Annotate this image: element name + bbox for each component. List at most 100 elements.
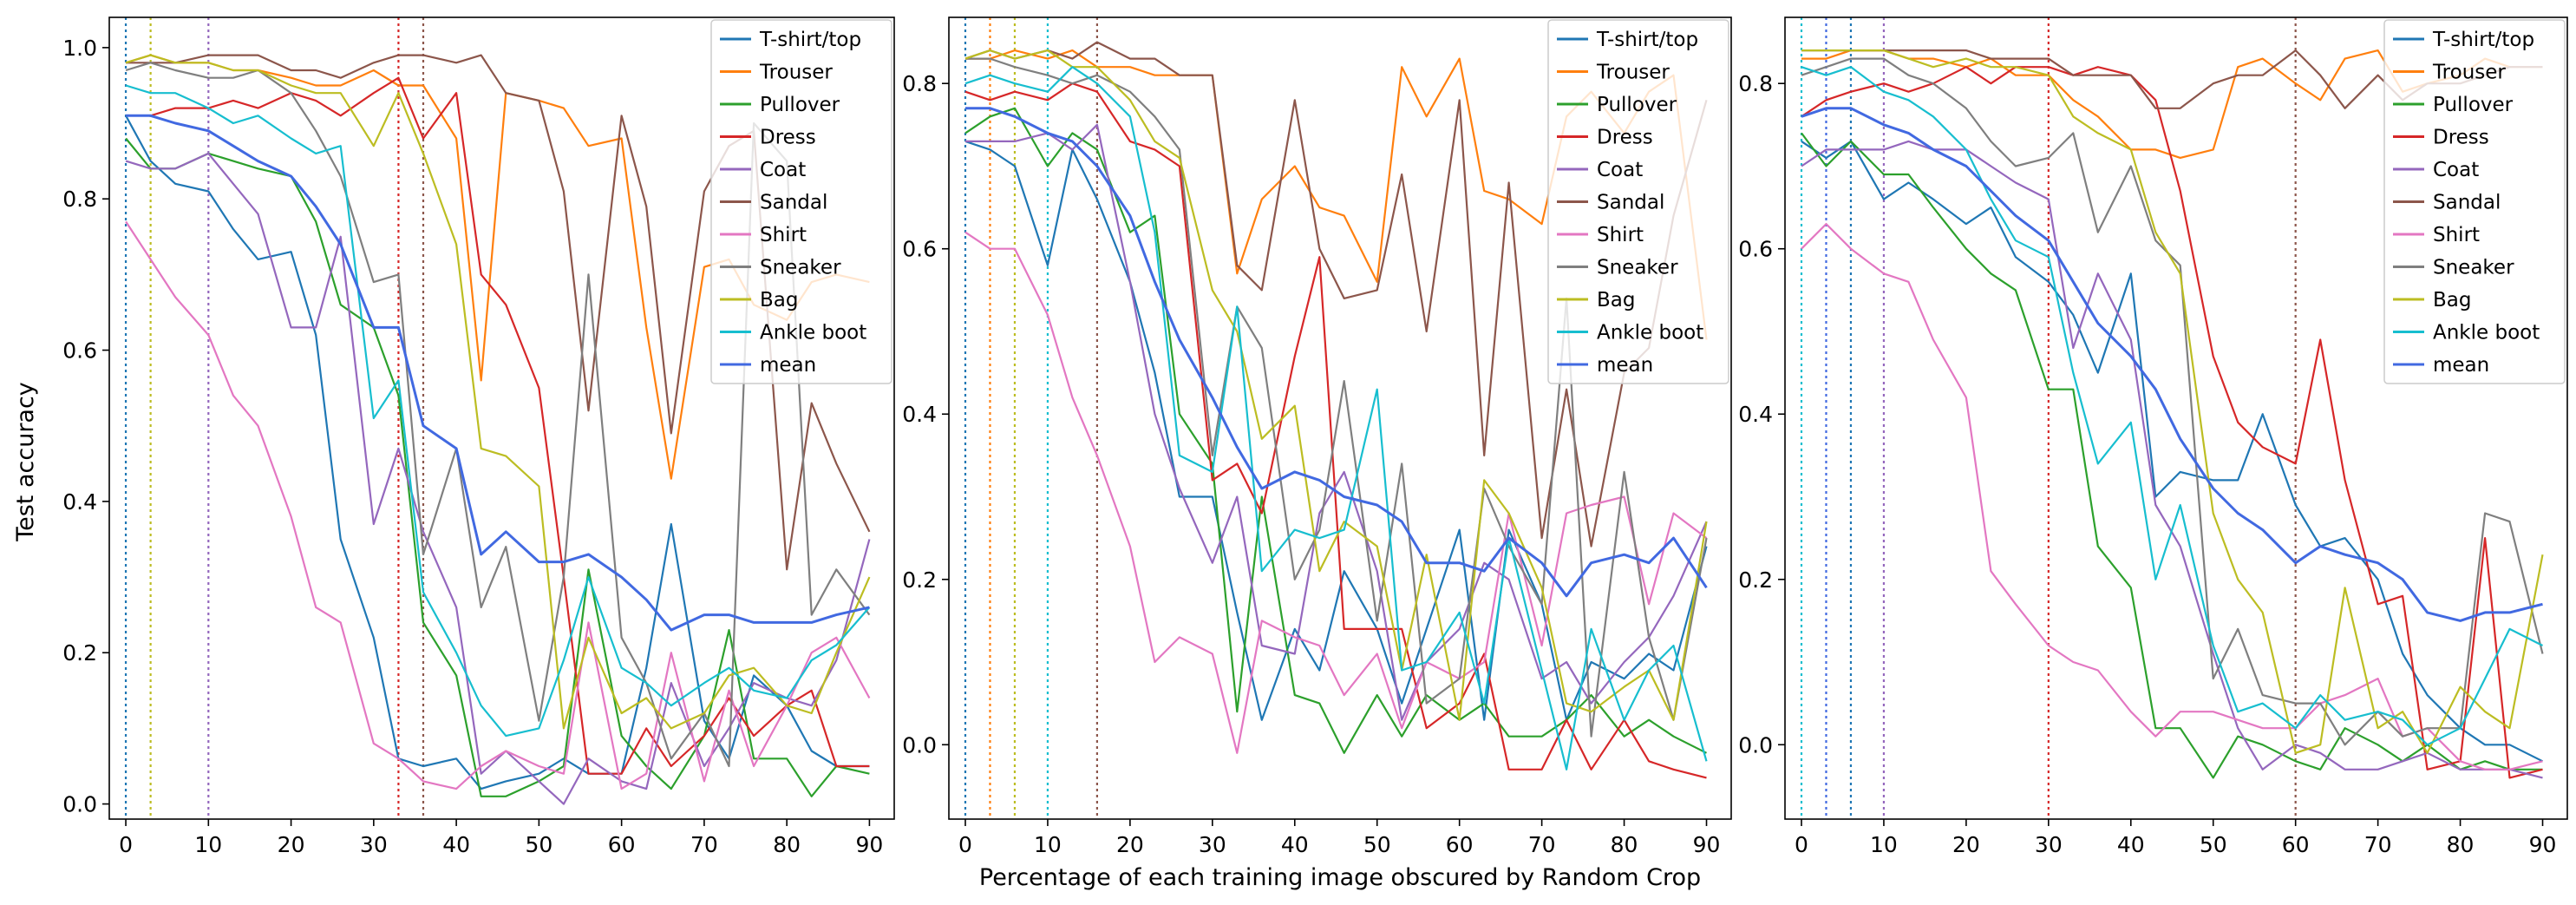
legend-label-shirt: Shirt (760, 224, 807, 246)
series-line-coat (1801, 140, 2543, 779)
x-tick-label: 50 (525, 832, 552, 857)
legend-label-coat: Coat (760, 159, 806, 181)
series-line-dress (126, 76, 870, 775)
series-line-coat (125, 152, 871, 805)
x-tick-label: 60 (608, 832, 636, 857)
series-line-dress (1801, 66, 2543, 779)
y-tick-label: 0.0 (62, 792, 97, 817)
legend-label-coat: Coat (2433, 159, 2479, 181)
legend-label-sandal: Sandal (1597, 192, 1664, 214)
x-tick-label: 60 (1446, 832, 1474, 857)
legend-label-bag: Bag (2433, 289, 2471, 312)
legend-label-sandal: Sandal (760, 192, 827, 214)
legend-label-mean: mean (1597, 354, 1653, 377)
legend-label-sneaker: Sneaker (1597, 257, 1678, 279)
legend-label-dress: Dress (760, 127, 816, 149)
x-tick-label: 20 (1952, 832, 1980, 857)
x-tick-label: 40 (2117, 832, 2145, 857)
x-tick-label: 90 (2529, 832, 2557, 857)
x-tick-label: 0 (119, 832, 133, 857)
legend-label-shirt: Shirt (1597, 224, 1644, 246)
legend-box (710, 19, 892, 384)
legend-label-t-shirt-top: T-shirt/top (1596, 29, 1698, 51)
series-line-pullover (1801, 132, 2543, 779)
series-line-bag (964, 49, 1708, 721)
x-tick-label: 30 (360, 832, 388, 857)
x-axis-label: Percentage of each training image obscur… (979, 864, 1701, 891)
legend-label-t-shirt-top: T-shirt/top (2432, 29, 2534, 51)
legend: T-shirt/top Trouser Pullover Dress Coat Sanda… (2383, 19, 2566, 384)
y-tick-label: 0.6 (62, 338, 97, 364)
legend-label-trouser: Trouser (759, 62, 833, 84)
chart-panel-right: 0 10 20 30 40 50 60 70 80 90 0.0 0.2 0.4 0.6 0.8 T-shir… (1738, 16, 2568, 857)
y-tick-label: 0.4 (1738, 402, 1773, 427)
x-tick-label: 70 (1528, 832, 1556, 857)
legend-label-bag: Bag (760, 289, 798, 312)
y-tick-label: 1.0 (62, 36, 97, 61)
legend-label-bag: Bag (1597, 289, 1635, 312)
series-line-pullover (125, 137, 870, 797)
x-tick-label: 80 (2447, 832, 2475, 857)
legend-label-trouser: Trouser (2432, 62, 2506, 84)
legend-label-sneaker: Sneaker (760, 257, 841, 279)
x-tick-label: 50 (1363, 832, 1391, 857)
legend-label-ankle-boot: Ankle boot (2433, 322, 2540, 344)
legend: T-shirt/top Trouser Pullover Dress Coat Sanda… (1547, 19, 1729, 384)
y-tick-label: 0.8 (902, 71, 937, 96)
x-tick-label: 20 (1116, 832, 1144, 857)
series-line-sneaker (125, 62, 871, 768)
series-line-t-shirt-top (964, 140, 1708, 721)
chart-panel-left: 0 10 20 30 40 50 60 70 80 90 0.0 0.2 0.4 0.6 0.8 1.0 T-s… (62, 16, 895, 857)
y-tick-label: 0.8 (62, 187, 97, 212)
x-tick-label: 50 (2200, 832, 2227, 857)
y-tick-label: 0.4 (902, 402, 937, 427)
legend-box (2383, 19, 2566, 384)
x-tick-label: 10 (194, 832, 222, 857)
series-line-dress (964, 82, 1707, 779)
legend-label-sneaker: Sneaker (2433, 257, 2514, 279)
series-line-mean (126, 114, 870, 632)
legend-label-shirt: Shirt (2433, 224, 2480, 246)
plot-frame (1784, 16, 2568, 820)
x-tick-label: 20 (278, 832, 305, 857)
y-tick-label: 0.8 (1738, 71, 1773, 96)
x-tick-label: 90 (856, 832, 884, 857)
x-tick-label: 60 (2282, 832, 2310, 857)
x-tick-label: 10 (1870, 832, 1898, 857)
legend-label-pullover: Pullover (760, 94, 840, 116)
series-line-ankle-boot (964, 66, 1708, 771)
chart-panel-middle: 0 10 20 30 40 50 60 70 80 90 0.0 0.2 0.4 0.6 0.8 T-shir… (902, 16, 1732, 857)
x-tick-label: 70 (690, 832, 718, 857)
x-tick-label: 80 (1611, 832, 1638, 857)
legend-label-sandal: Sandal (2433, 192, 2501, 214)
x-tick-label: 80 (773, 832, 801, 857)
legend-box (1547, 19, 1729, 384)
legend-label-dress: Dress (1597, 127, 1653, 149)
legend: T-shirt/top Trouser Pullover Dress Coat Sanda… (710, 19, 892, 384)
legend-label-mean: mean (2433, 354, 2489, 377)
y-tick-label: 0.6 (902, 237, 937, 262)
y-tick-label: 0.6 (1738, 237, 1773, 262)
y-tick-label: 0.2 (902, 567, 937, 593)
series-line-sandal (964, 41, 1708, 548)
x-tick-label: 30 (2035, 832, 2063, 857)
x-tick-label: 0 (1795, 832, 1808, 857)
legend-label-trouser: Trouser (1596, 62, 1670, 84)
legend-label-pullover: Pullover (1597, 94, 1677, 116)
series-line-bag (125, 54, 871, 730)
x-tick-label: 10 (1034, 832, 1062, 857)
legend-label-ankle-boot: Ankle boot (1597, 322, 1703, 344)
series-line-ankle-boot (125, 84, 871, 738)
legend-label-dress: Dress (2433, 127, 2489, 149)
legend-label-pullover: Pullover (2433, 94, 2514, 116)
x-tick-label: 70 (2364, 832, 2392, 857)
series-line-coat (965, 123, 1708, 721)
plot-frame (948, 16, 1732, 820)
plot-frame (108, 16, 895, 820)
y-tick-label: 0.0 (902, 732, 937, 757)
series-line-mean (965, 107, 1708, 598)
series-line-mean (1801, 107, 2543, 622)
legend-label-coat: Coat (1597, 159, 1643, 181)
legend-label-ankle-boot: Ankle boot (760, 322, 866, 344)
